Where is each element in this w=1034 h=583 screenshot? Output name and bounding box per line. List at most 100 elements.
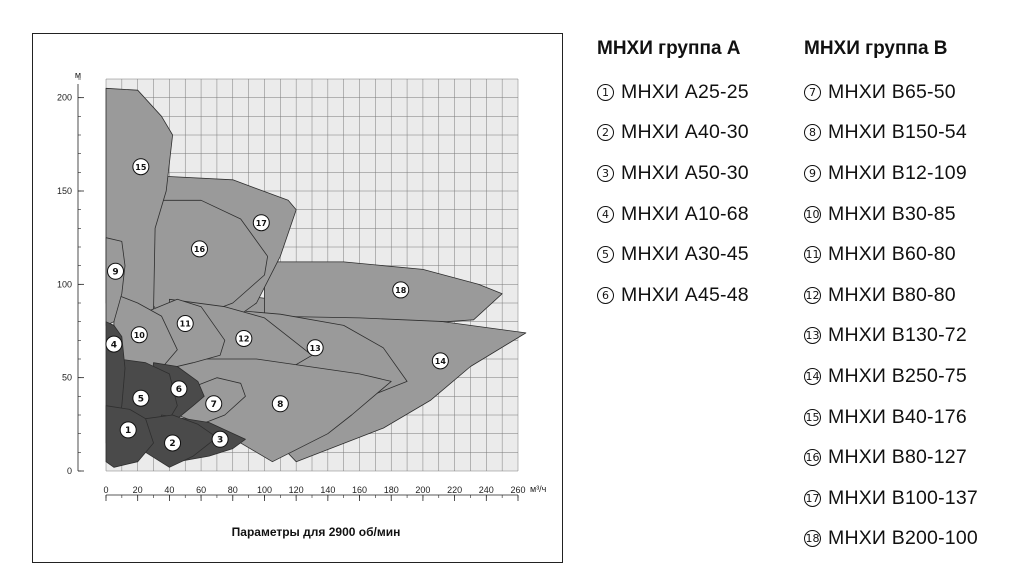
legend-number-badge: 3 — [597, 164, 614, 182]
badge-number: 5 — [138, 394, 144, 404]
x-tick-label: 160 — [352, 485, 367, 495]
legend-number-badge: 9 — [804, 164, 821, 182]
x-tick-label: 140 — [320, 485, 335, 495]
legend-item: 13 МНХИ В130-72 — [804, 316, 978, 357]
legend-number-badge: 7 — [804, 83, 821, 101]
legend-item: 8 МНХИ В150-54 — [804, 113, 978, 154]
x-tick-label: 180 — [384, 485, 399, 495]
badge-number: 7 — [211, 400, 217, 410]
legend-label: МНХИ В65-50 — [828, 80, 956, 103]
legend-number-badge: 4 — [597, 205, 614, 223]
badge-number: 3 — [217, 435, 223, 445]
legend-number-badge: 15 — [804, 408, 821, 426]
region-badge-10: 10 — [130, 326, 148, 344]
badge-circle — [271, 395, 289, 413]
y-tick-label: 0 — [67, 466, 72, 476]
badge-circle — [392, 281, 410, 299]
region-badge-1: 1 — [119, 421, 137, 439]
x-axis-label: м³/ч — [530, 484, 547, 494]
legend-number-badge: 16 — [804, 449, 821, 467]
region-2 — [145, 414, 218, 468]
legend-label: МНХИ А30-45 — [621, 243, 749, 266]
region-badge-13: 13 — [306, 339, 324, 357]
badge-number: 11 — [180, 320, 192, 329]
badge-number: 18 — [395, 286, 407, 295]
x-tick-label: 240 — [479, 485, 494, 495]
legend-group-b: МНХИ группа В 7 МНХИ В65-50 8 МНХИ В150-54 9… — [804, 38, 978, 559]
badge-circle — [119, 421, 137, 439]
legend-item: 3 МНХИ А50-30 — [597, 153, 749, 194]
legend-label: МНХИ В60-80 — [828, 243, 956, 266]
region-badge-15: 15 — [132, 158, 150, 176]
region-badge-11: 11 — [176, 315, 194, 333]
legend-item: 1 МНХИ А25-25 — [597, 72, 749, 113]
badge-circle — [211, 430, 229, 448]
badge-circle — [170, 380, 188, 398]
badge-number: 16 — [194, 245, 206, 254]
badge-number: 15 — [135, 163, 147, 172]
x-tick-label: 120 — [289, 485, 304, 495]
legend-item: 17 МНХИ В100-137 — [804, 478, 978, 519]
x-tick-label: 100 — [257, 485, 272, 495]
legend-label: МНХИ В12-109 — [828, 161, 967, 184]
legend-label: МНХИ А10-68 — [621, 202, 749, 225]
y-tick-label: 200 — [57, 93, 72, 103]
legend-number-badge: 6 — [597, 286, 614, 304]
legend-number-badge: 14 — [804, 367, 821, 385]
chart-caption: Параметры для 2900 об/мин — [232, 525, 401, 539]
axes: 0 50 100 150 200 0 20 40 60 80 100 120 140 160 180 200 2… — [57, 78, 526, 501]
legend-label: МНХИ В250-75 — [828, 364, 967, 387]
legend-number-badge: 2 — [597, 124, 614, 142]
region-badges: 14 18 13 17 16 15 12 8 11 10 9 7 6 5 4 3 2 1 — [105, 158, 449, 452]
legend-item: 11 МНХИ В60-80 — [804, 234, 978, 275]
chart-panel: 0 50 100 150 200 0 20 40 60 80 100 120 140 160 180 200 2… — [32, 33, 563, 563]
x-tick-label: 200 — [415, 485, 430, 495]
region-badge-3: 3 — [211, 430, 229, 448]
badge-circle — [235, 329, 253, 347]
x-tick-label: 20 — [133, 485, 143, 495]
badge-circle — [130, 326, 148, 344]
y-axis-label: м — [75, 70, 81, 80]
legend-label: МНХИ А50-30 — [621, 161, 749, 184]
legend-group-title: МНХИ группа В — [804, 38, 948, 59]
legend-label: МНХИ В80-127 — [828, 446, 967, 469]
x-tick-label: 0 — [103, 485, 108, 495]
legend-item: 6 МНХИ А45-48 — [597, 275, 749, 316]
badge-circle — [431, 352, 449, 370]
badge-circle — [205, 395, 223, 413]
legend-item: 7 МНХИ В65-50 — [804, 72, 978, 113]
legend-number-badge: 10 — [804, 205, 821, 223]
badge-circle — [132, 389, 150, 407]
badge-circle — [252, 214, 270, 232]
legend-group-title: МНХИ группа А — [597, 38, 741, 59]
badge-circle — [306, 339, 324, 357]
legend-label: МНХИ А45-48 — [621, 283, 749, 306]
chart-svg: 0 50 100 150 200 0 20 40 60 80 100 120 140 160 180 200 2… — [57, 70, 547, 539]
region-badge-14: 14 — [431, 352, 449, 370]
legend-item: 2 МНХИ А40-30 — [597, 113, 749, 154]
badge-number: 17 — [256, 219, 267, 228]
region-badge-9: 9 — [107, 262, 125, 280]
legend-item: 12 МНХИ В80-80 — [804, 275, 978, 316]
legend-number-badge: 18 — [804, 530, 821, 548]
legend-label: МНХИ А25-25 — [621, 80, 749, 103]
badge-circle — [105, 335, 123, 353]
badge-number: 14 — [435, 357, 447, 366]
legend-item: 9 МНХИ В12-109 — [804, 153, 978, 194]
legend-label: МНХИ В80-80 — [828, 283, 956, 306]
badge-number: 9 — [112, 267, 118, 277]
region-badge-2: 2 — [164, 434, 182, 452]
x-tick-label: 60 — [196, 485, 206, 495]
region-badge-6: 6 — [170, 380, 188, 398]
region-badge-17: 17 — [252, 214, 270, 232]
region-badge-4: 4 — [105, 335, 123, 353]
legend-label: МНХИ В40-176 — [828, 405, 967, 428]
region-badge-7: 7 — [205, 395, 223, 413]
legend-label: МНХИ В130-72 — [828, 324, 967, 347]
legend-number-badge: 5 — [597, 246, 614, 264]
legend-number-badge: 11 — [804, 246, 821, 264]
x-tick-label: 40 — [164, 485, 174, 495]
badge-circle — [176, 315, 194, 333]
x-tick-label: 80 — [228, 485, 238, 495]
badge-number: 4 — [111, 340, 117, 350]
